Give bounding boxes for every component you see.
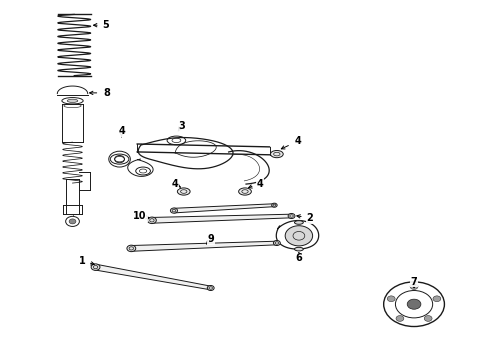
Circle shape [271, 203, 277, 207]
Polygon shape [95, 264, 211, 290]
Polygon shape [152, 214, 292, 223]
Text: 9: 9 [207, 234, 214, 244]
Text: 4: 4 [118, 126, 125, 136]
Text: 6: 6 [295, 253, 302, 264]
Ellipse shape [270, 150, 283, 158]
Text: 4: 4 [172, 179, 178, 189]
Text: 8: 8 [103, 88, 110, 98]
Circle shape [127, 245, 136, 252]
Circle shape [410, 284, 418, 289]
Text: 2: 2 [306, 213, 313, 223]
Circle shape [396, 316, 404, 321]
Circle shape [424, 316, 432, 321]
Text: 4: 4 [256, 179, 263, 189]
Polygon shape [131, 241, 277, 251]
Text: 3: 3 [178, 121, 185, 131]
Circle shape [387, 296, 395, 302]
Circle shape [407, 299, 421, 309]
Circle shape [285, 226, 313, 246]
Ellipse shape [294, 221, 303, 224]
Text: 4: 4 [294, 136, 301, 146]
Polygon shape [174, 204, 274, 213]
Circle shape [91, 264, 100, 270]
Circle shape [69, 219, 76, 224]
Ellipse shape [177, 188, 190, 195]
Circle shape [147, 217, 156, 224]
Ellipse shape [67, 99, 78, 103]
Circle shape [207, 285, 214, 291]
Text: 10: 10 [133, 211, 147, 221]
Circle shape [171, 208, 177, 213]
Ellipse shape [294, 247, 303, 251]
Text: 5: 5 [102, 20, 109, 30]
Ellipse shape [239, 188, 251, 195]
Circle shape [273, 240, 280, 246]
Circle shape [433, 296, 441, 302]
Circle shape [288, 213, 295, 219]
Text: 7: 7 [411, 276, 417, 287]
Text: 1: 1 [79, 256, 86, 266]
